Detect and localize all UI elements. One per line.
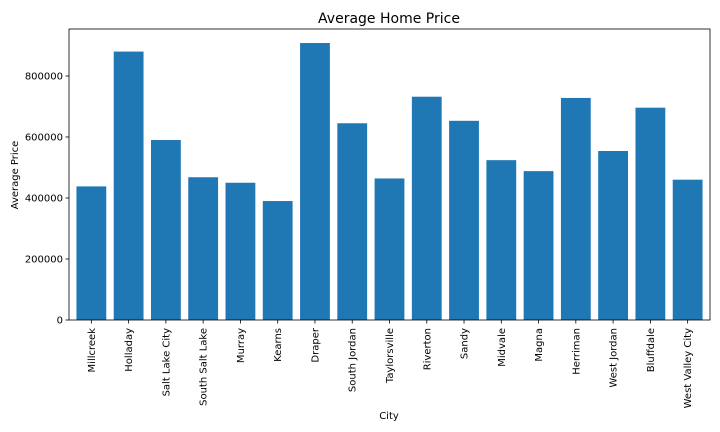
x-tick-label: Sandy	[460, 328, 471, 359]
x-tick-label: South Jordan	[348, 328, 359, 392]
x-tick-label: Midvale	[497, 328, 508, 367]
x-tick-label: Kearns	[273, 328, 284, 362]
chart-title: Average Home Price	[318, 11, 460, 27]
x-tick-label: Salt Lake City	[161, 328, 172, 397]
x-axis-label: City	[379, 411, 399, 422]
x-tick-label: Herriman	[571, 328, 582, 375]
bar-west-jordan	[598, 151, 629, 320]
bar-south-salt-lake	[188, 177, 219, 320]
x-tick-label: Magna	[534, 328, 545, 362]
x-tick-label: Draper	[310, 327, 321, 362]
bar-salt-lake-city	[150, 140, 181, 320]
x-tick-label: Bluffdale	[646, 328, 657, 372]
bar-riverton	[411, 96, 442, 320]
bar-magna	[523, 171, 554, 320]
bar-sandy	[449, 120, 479, 320]
bar-kearns	[262, 201, 293, 320]
bar-holladay	[113, 51, 144, 320]
bar-south-jordan	[337, 123, 368, 320]
bar-west-valley-city	[672, 179, 703, 320]
bar-draper	[300, 43, 330, 320]
y-tick-label: 0	[57, 316, 63, 327]
x-tick-label: Millcreek	[87, 328, 98, 373]
y-tick-label: 200000	[25, 254, 63, 265]
x-tick-label: Holladay	[124, 328, 135, 372]
bar-midvale	[486, 160, 517, 320]
bar-millcreek	[76, 186, 107, 320]
x-tick-label: Murray	[236, 328, 247, 363]
bar-herriman	[560, 97, 591, 320]
bar-taylorsville	[374, 178, 405, 320]
y-tick-label: 400000	[25, 193, 63, 204]
bar-murray	[225, 182, 256, 320]
plot-frame	[68, 28, 711, 321]
y-tick-label: 600000	[25, 132, 63, 143]
x-tick-label: Taylorsville	[385, 328, 396, 384]
x-tick-label: Riverton	[422, 328, 433, 370]
y-axis-label: Average Price	[10, 141, 21, 210]
bar-bluffdale	[635, 107, 666, 320]
y-tick-label: 800000	[25, 71, 63, 82]
x-tick-label: West Valley City	[683, 328, 694, 408]
x-tick-label: South Salt Lake	[199, 328, 210, 406]
x-tick-label: West Jordan	[609, 328, 620, 388]
